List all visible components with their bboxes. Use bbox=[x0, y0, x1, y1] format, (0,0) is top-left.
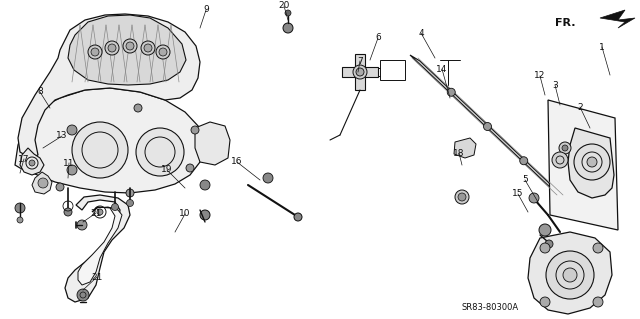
Circle shape bbox=[540, 297, 550, 307]
Text: 1: 1 bbox=[599, 42, 605, 51]
Polygon shape bbox=[568, 128, 614, 198]
Polygon shape bbox=[410, 55, 565, 198]
Circle shape bbox=[126, 42, 134, 50]
Text: 21: 21 bbox=[90, 209, 102, 218]
Text: 13: 13 bbox=[56, 131, 68, 140]
Circle shape bbox=[123, 39, 137, 53]
Circle shape bbox=[546, 251, 594, 299]
Polygon shape bbox=[195, 122, 230, 165]
Text: 20: 20 bbox=[278, 2, 290, 11]
Circle shape bbox=[458, 193, 466, 201]
Polygon shape bbox=[68, 15, 186, 85]
Text: 16: 16 bbox=[231, 158, 243, 167]
Circle shape bbox=[283, 23, 293, 33]
Polygon shape bbox=[18, 14, 200, 158]
Polygon shape bbox=[15, 88, 205, 193]
Text: 17: 17 bbox=[19, 154, 29, 164]
Circle shape bbox=[105, 41, 119, 55]
Polygon shape bbox=[355, 54, 365, 90]
Circle shape bbox=[111, 204, 118, 211]
Polygon shape bbox=[65, 195, 130, 302]
Circle shape bbox=[141, 41, 155, 55]
Circle shape bbox=[285, 10, 291, 16]
Circle shape bbox=[191, 126, 199, 134]
Text: 4: 4 bbox=[418, 28, 424, 38]
Circle shape bbox=[186, 164, 194, 172]
Text: 8: 8 bbox=[37, 87, 43, 97]
Circle shape bbox=[17, 217, 23, 223]
Circle shape bbox=[294, 213, 302, 221]
Circle shape bbox=[540, 243, 550, 253]
Circle shape bbox=[29, 160, 35, 166]
Circle shape bbox=[593, 297, 603, 307]
Circle shape bbox=[455, 190, 469, 204]
Circle shape bbox=[539, 224, 551, 236]
Circle shape bbox=[38, 178, 48, 188]
Circle shape bbox=[552, 152, 568, 168]
Circle shape bbox=[263, 173, 273, 183]
Text: 10: 10 bbox=[179, 210, 191, 219]
Text: SR83-80300A: SR83-80300A bbox=[461, 303, 518, 313]
Circle shape bbox=[88, 45, 102, 59]
Text: 15: 15 bbox=[512, 189, 524, 198]
Text: 2: 2 bbox=[577, 102, 583, 112]
Circle shape bbox=[77, 220, 87, 230]
Circle shape bbox=[127, 199, 134, 206]
Text: 11: 11 bbox=[63, 159, 75, 167]
Circle shape bbox=[356, 68, 364, 76]
Circle shape bbox=[159, 48, 167, 56]
Polygon shape bbox=[78, 207, 122, 285]
Circle shape bbox=[593, 243, 603, 253]
Polygon shape bbox=[548, 100, 618, 230]
Circle shape bbox=[77, 289, 89, 301]
Circle shape bbox=[563, 268, 577, 282]
Text: 5: 5 bbox=[522, 175, 528, 184]
Circle shape bbox=[483, 122, 492, 130]
Text: 9: 9 bbox=[203, 5, 209, 14]
Polygon shape bbox=[32, 172, 52, 194]
Circle shape bbox=[126, 189, 134, 197]
Circle shape bbox=[529, 193, 539, 203]
Text: 21: 21 bbox=[92, 272, 102, 281]
Text: 19: 19 bbox=[161, 166, 173, 174]
Polygon shape bbox=[454, 138, 476, 158]
Text: FR.: FR. bbox=[554, 18, 575, 28]
Circle shape bbox=[574, 144, 610, 180]
Circle shape bbox=[56, 183, 64, 191]
Circle shape bbox=[72, 122, 128, 178]
Text: 14: 14 bbox=[436, 64, 448, 73]
Text: 12: 12 bbox=[534, 71, 546, 80]
Text: 7: 7 bbox=[357, 56, 363, 65]
Circle shape bbox=[91, 48, 99, 56]
Circle shape bbox=[15, 203, 25, 213]
Circle shape bbox=[353, 65, 367, 79]
Circle shape bbox=[562, 145, 568, 151]
Circle shape bbox=[156, 45, 170, 59]
Circle shape bbox=[587, 157, 597, 167]
Polygon shape bbox=[20, 148, 44, 175]
Circle shape bbox=[144, 44, 152, 52]
Text: 18: 18 bbox=[453, 149, 465, 158]
Polygon shape bbox=[528, 232, 612, 314]
Circle shape bbox=[67, 165, 77, 175]
Circle shape bbox=[64, 208, 72, 216]
Circle shape bbox=[136, 128, 184, 176]
Polygon shape bbox=[342, 67, 378, 77]
Circle shape bbox=[200, 210, 210, 220]
Text: 3: 3 bbox=[552, 80, 558, 90]
Circle shape bbox=[545, 240, 553, 248]
Circle shape bbox=[97, 209, 103, 215]
Circle shape bbox=[108, 44, 116, 52]
Circle shape bbox=[67, 125, 77, 135]
Circle shape bbox=[200, 180, 210, 190]
Text: 6: 6 bbox=[375, 33, 381, 42]
Circle shape bbox=[559, 142, 571, 154]
Polygon shape bbox=[600, 10, 635, 28]
Circle shape bbox=[520, 157, 528, 165]
Circle shape bbox=[447, 88, 455, 96]
Circle shape bbox=[134, 104, 142, 112]
